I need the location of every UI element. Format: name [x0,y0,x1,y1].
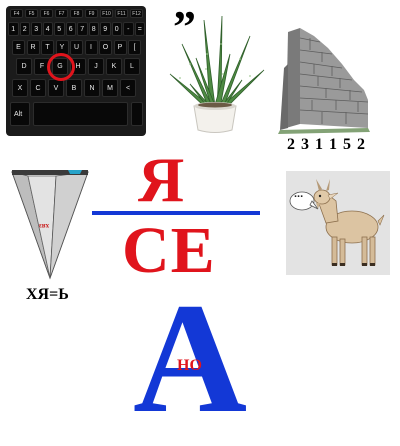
key-r: R [26,40,40,55]
key-5: 5 [54,22,65,36]
pyramid-image [11,170,89,280]
key-x: X [12,79,28,97]
quote-mark: ” [173,1,196,52]
highlight-circle [47,53,75,81]
key-f9: F9 [85,9,98,18]
key-p: P [113,40,127,55]
key-9: 9 [100,22,111,36]
key-i: I [84,40,98,55]
key-=: = [134,22,145,36]
key-1: 1 [8,22,19,36]
key-f10: F10 [100,9,113,18]
wall-digits: 2 3 1 1 5 2 [287,136,366,153]
fraction-numerator: Я [138,144,185,215]
key-0: 0 [111,22,122,36]
big-letter: А [133,271,248,446]
key-o: O [99,40,112,55]
goat-speech-text: ... [294,188,304,200]
key-4: 4 [42,22,53,36]
keyboard-image: F4 F5 F6 F7 F8 F9 F10 F11 F12 1 2 3 4 5 6 7 8 9 0- = E R T Y U I O… [6,6,146,136]
stone-wall-image [278,28,370,134]
key-k: K [106,58,122,75]
key-right [131,102,143,126]
key-t: T [41,40,54,55]
key-f12: F12 [130,9,143,18]
key-e: E [12,40,25,55]
key-alt: Alt [10,102,30,126]
goat-image [289,179,385,266]
key-f11: F11 [115,9,128,18]
key-f4: F4 [10,9,23,18]
key-v: V [48,79,64,97]
fraction-line [92,211,260,215]
key-space [33,102,128,126]
key-d: D [16,58,32,75]
key-u: U [70,40,83,55]
key-n: N [84,79,100,97]
key--: - [123,22,134,36]
key-6: 6 [65,22,76,36]
key-b: B [66,79,82,97]
key-f5: F5 [25,9,38,18]
key-3: 3 [31,22,42,36]
key-[: [ [128,40,141,55]
key-f8: F8 [70,9,83,18]
key-j: J [88,58,104,75]
key-2: 2 [19,22,30,36]
key-8: 8 [88,22,99,36]
fraction-denominator: СЕ [122,214,216,287]
key-7: 7 [77,22,88,36]
pyramid-note: хяз [39,222,50,230]
key-l: L [124,58,140,75]
aloe-plant-image [169,15,265,133]
key-f7: F7 [55,9,68,18]
equation-text: ХЯ=Ь [26,286,69,303]
key-c: C [30,79,46,97]
key-<: < [120,79,136,97]
key-m: M [102,79,118,97]
key-f6: F6 [40,9,53,18]
big-letter-inner-text: НО [177,357,202,374]
